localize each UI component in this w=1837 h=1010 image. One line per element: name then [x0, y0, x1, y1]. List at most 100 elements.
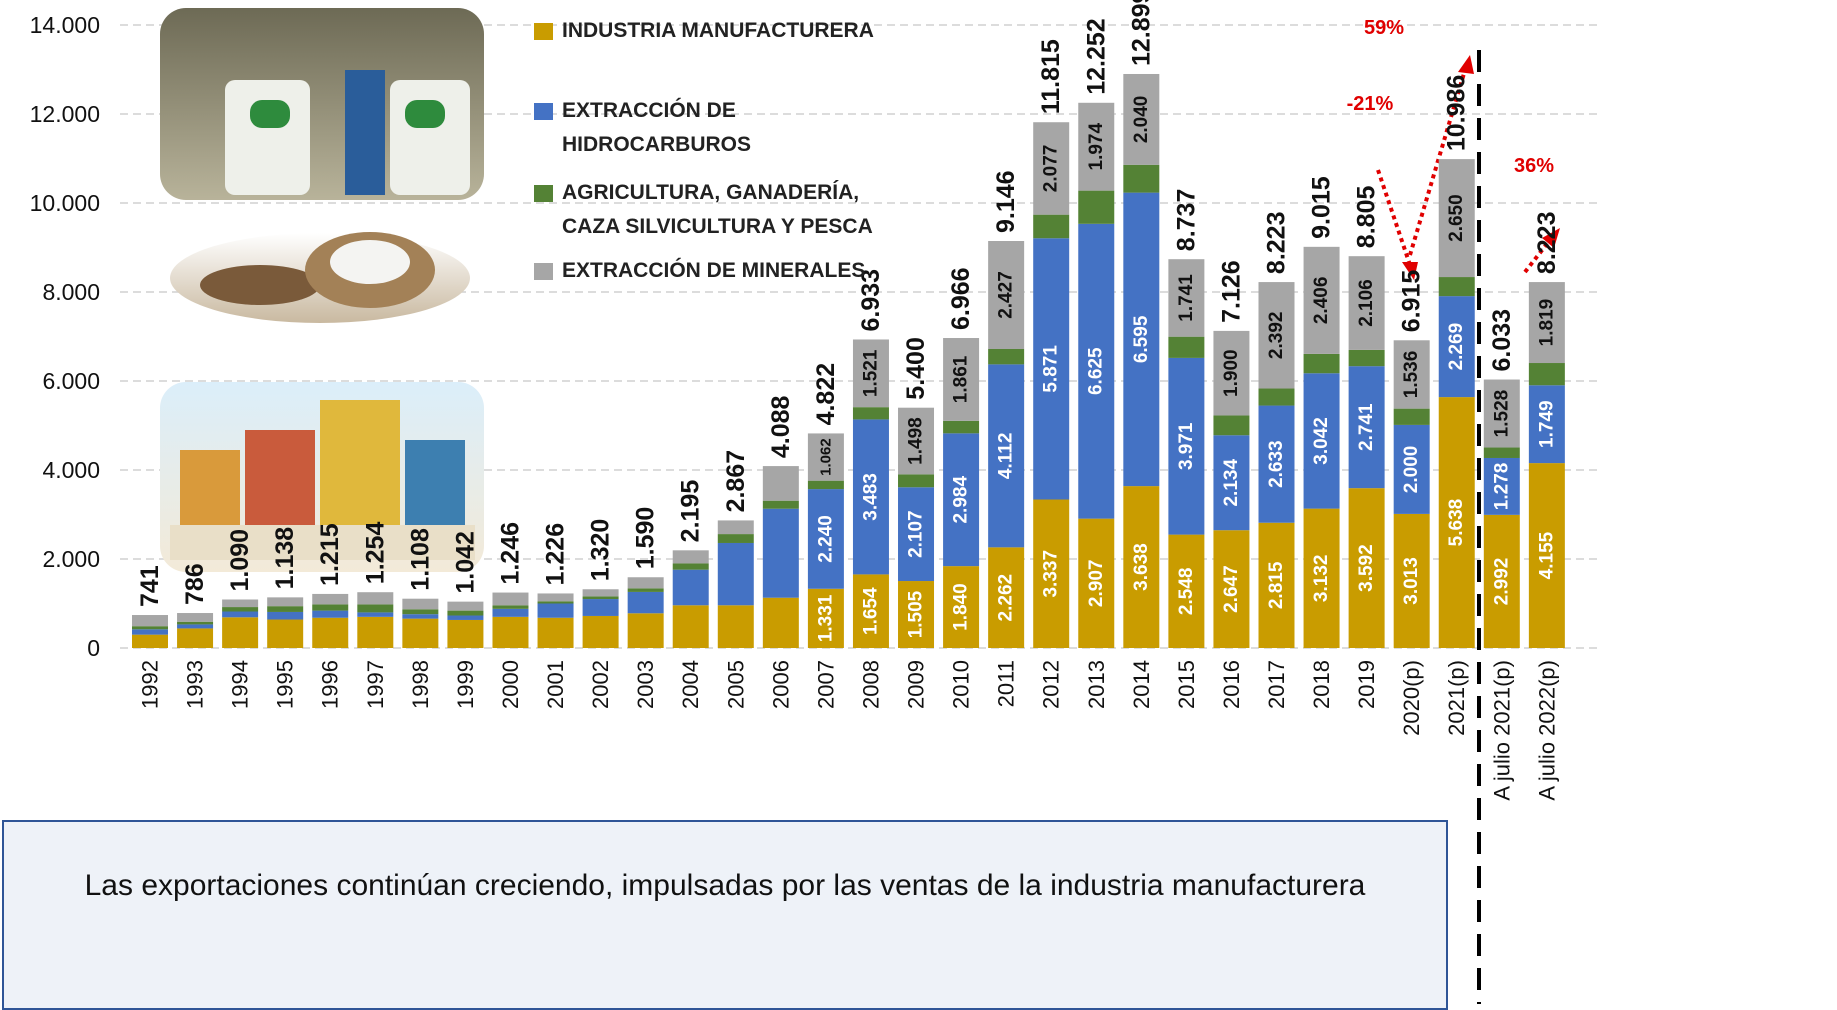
photo-urea: [160, 8, 484, 200]
bar-segment: [312, 611, 348, 618]
total-label: 1.590: [632, 507, 660, 570]
bar-segment: [628, 613, 664, 648]
x-tick-label: A julio 2021(p): [1489, 660, 1514, 801]
x-tick-label: 1997: [363, 660, 388, 709]
legend-label: EXTRACCIÓN DE MINERALES: [562, 259, 865, 282]
segment-label: 1.840: [951, 583, 972, 631]
bar-segment: [357, 592, 393, 604]
bar-segment: [763, 598, 799, 648]
legend-item: EXTRACCIÓN DE MINERALES: [534, 254, 892, 288]
segment-label: 5.638: [1446, 499, 1467, 547]
x-tick-label: 1994: [228, 660, 253, 709]
segment-label: 2.984: [951, 476, 972, 524]
segment-label: 4.112: [996, 433, 1017, 480]
segment-label: 2.650: [1446, 194, 1467, 242]
segment-label: 2.262: [996, 574, 1017, 622]
x-tick-label: 2007: [813, 660, 838, 709]
bar-segment: [538, 604, 574, 618]
total-label: 8.805: [1353, 186, 1381, 249]
total-label: 741: [136, 565, 164, 607]
bar-segment: [763, 501, 799, 509]
bar-segment: [132, 615, 168, 626]
y-tick-label: 14.000: [30, 12, 100, 38]
x-tick-label: 2011: [994, 660, 1019, 707]
total-label: 10.986: [1443, 75, 1471, 151]
annotation: 59%: [1364, 17, 1404, 39]
segment-label: 2.077: [1041, 145, 1062, 193]
bar-segment: [673, 570, 709, 606]
bar-segment: [177, 613, 213, 622]
total-label: 6.033: [1488, 309, 1516, 372]
x-tick-label: 1998: [408, 660, 433, 709]
caption-box: Las exportaciones continúan creciendo, i…: [2, 820, 1448, 1010]
x-tick-label: 1993: [183, 660, 208, 709]
bar-segment: [1033, 215, 1069, 239]
bar-segment: [1394, 409, 1430, 425]
x-tick-label: 1992: [138, 660, 163, 709]
bar-segment: [538, 593, 574, 601]
total-label: 5.400: [902, 337, 930, 400]
total-label: 1.090: [226, 529, 254, 592]
segment-label: 2.040: [1131, 96, 1152, 144]
bar-segment: [538, 618, 574, 648]
x-tick-label: 2016: [1219, 660, 1244, 709]
segment-label: 1.498: [906, 417, 927, 465]
legend-item: INDUSTRIA MANUFACTURERA: [534, 14, 892, 48]
total-label: 9.146: [992, 170, 1020, 233]
bar-segment: [1168, 337, 1204, 358]
total-label: 2.867: [722, 450, 750, 513]
total-label: 1.254: [361, 522, 389, 585]
bar-segment: [1529, 363, 1565, 385]
segment-label: 1.505: [906, 590, 927, 638]
segment-label: 1.741: [1176, 274, 1197, 322]
bar-segment: [222, 599, 258, 607]
segment-label: 3.132: [1311, 555, 1332, 603]
bar-segment: [1439, 277, 1475, 296]
total-label: 4.822: [812, 363, 840, 426]
bar-segment: [222, 617, 258, 648]
total-label: 12.899: [1127, 0, 1155, 66]
y-tick-label: 6.000: [42, 368, 100, 394]
bar-segment: [177, 624, 213, 628]
bar-segment: [763, 466, 799, 501]
total-label: 1.226: [542, 523, 570, 586]
x-tick-label: 2020(p): [1399, 660, 1424, 736]
segment-label: 2.134: [1221, 459, 1242, 507]
total-label: 1.246: [496, 522, 524, 585]
bar-segment: [357, 604, 393, 612]
total-label: 1.320: [587, 519, 615, 582]
x-tick-label: 2009: [904, 660, 929, 709]
x-tick-label: 2019: [1354, 660, 1379, 709]
total-label: 4.088: [767, 395, 795, 458]
segment-label: 3.013: [1401, 557, 1422, 605]
segment-label: 2.107: [906, 510, 927, 558]
segment-label: 3.592: [1356, 544, 1377, 592]
bar-segment: [447, 602, 483, 611]
bar-segment: [853, 407, 889, 419]
x-tick-label: 1999: [453, 660, 478, 709]
bar-segment: [402, 599, 438, 610]
total-label: 8.223: [1533, 212, 1561, 275]
bar-segment: [447, 620, 483, 648]
caption: Las exportaciones continúan creciendo, i…: [85, 869, 1366, 902]
bar-segment: [673, 605, 709, 648]
bar-segment: [583, 599, 619, 616]
bar-segment: [132, 635, 168, 648]
page-body: 02.0004.0006.0008.00010.00012.00014.0007…: [0, 0, 1837, 1004]
bar-segment: [538, 601, 574, 603]
total-label: 2.195: [677, 480, 705, 543]
bar-segment: [1213, 415, 1249, 435]
bar-segment: [132, 629, 168, 634]
bar-segment: [763, 509, 799, 598]
total-label: 6.966: [947, 267, 975, 330]
segment-label: 1.819: [1536, 299, 1557, 347]
bar-segment: [718, 605, 754, 648]
x-tick-label: A julio 2022(p): [1534, 660, 1559, 801]
segment-label: 1.331: [815, 594, 836, 642]
x-tick-label: 2003: [633, 660, 658, 709]
bar-segment: [628, 588, 664, 592]
segment-label: 1.278: [1491, 463, 1512, 511]
bar-segment: [943, 421, 979, 434]
segment-label: 2.269: [1446, 323, 1467, 371]
segment-label: 1.749: [1536, 400, 1557, 448]
